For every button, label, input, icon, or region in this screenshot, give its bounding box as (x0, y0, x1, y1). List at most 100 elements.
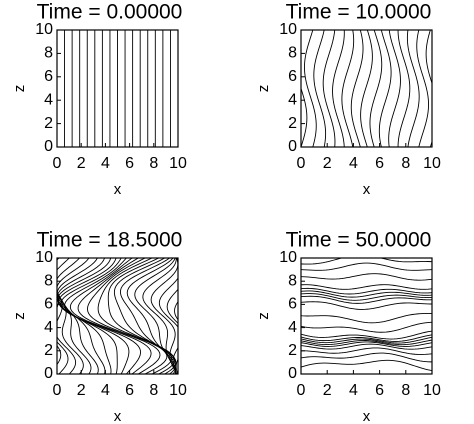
y-tick-label: 4 (44, 91, 53, 108)
contour-line (406, 30, 420, 147)
x-tick-label: 4 (349, 155, 358, 172)
x-tick-label: 10 (423, 382, 441, 399)
contour-line (397, 30, 411, 147)
contour-line (57, 258, 92, 374)
contour-line (301, 341, 432, 347)
contour-line (301, 262, 432, 271)
contour-line (350, 30, 364, 147)
x-tick-label: 0 (53, 382, 62, 399)
contour-line (301, 352, 432, 363)
x-axis-label: x (114, 181, 122, 198)
contour-line (425, 30, 432, 147)
contour-line (181, 258, 198, 374)
contour-line (69, 258, 152, 374)
contour-line (332, 30, 345, 147)
y-tick-label: 0 (288, 365, 297, 382)
contour-line (301, 295, 432, 304)
y-axis-label: z (11, 85, 28, 93)
y-tick-label: 10 (279, 249, 297, 266)
y-tick-label: 8 (44, 45, 53, 62)
contour-line (301, 330, 432, 340)
contour-line (77, 258, 161, 374)
x-axis-label: x (363, 181, 371, 198)
plot-frame (56, 257, 179, 375)
contour-line (126, 258, 177, 374)
contour-line (301, 347, 432, 355)
y-tick-label: 2 (44, 115, 53, 132)
x-tick-label: 4 (101, 382, 110, 399)
x-tick-label: 2 (77, 382, 86, 399)
y-tick-label: 10 (35, 249, 53, 266)
y-tick-label: 2 (44, 342, 53, 359)
y-tick-label: 10 (279, 21, 297, 38)
contour-line (388, 30, 401, 147)
contour-line (304, 30, 317, 147)
contour-line (301, 290, 432, 298)
contour-line (301, 334, 432, 342)
contour-line (301, 273, 432, 281)
panel-title: Time = 10.0000 (286, 1, 432, 24)
x-tick-label: 8 (401, 382, 410, 399)
contour-line (416, 30, 429, 147)
contour-line (301, 359, 432, 371)
x-tick-label: 8 (149, 155, 158, 172)
contour-line (166, 258, 178, 374)
x-tick-label: 6 (125, 382, 134, 399)
contour-line (60, 258, 130, 374)
contour-line (301, 287, 432, 295)
contour-line (97, 258, 173, 374)
y-tick-label: 6 (44, 68, 53, 85)
contours (57, 30, 178, 147)
contour-line (64, 258, 141, 374)
y-tick-label: 4 (288, 91, 297, 108)
x-tick-label: 10 (169, 155, 187, 172)
x-tick-label: 0 (297, 155, 306, 172)
y-tick-label: 0 (288, 138, 297, 155)
x-tick-label: 2 (77, 155, 86, 172)
x-tick-label: 8 (149, 382, 158, 399)
x-tick-label: 6 (125, 155, 134, 172)
y-tick-label: 10 (35, 21, 53, 38)
contour-line (57, 258, 77, 374)
contour-line (113, 258, 177, 374)
contour-line (301, 321, 432, 333)
contour-line (369, 30, 383, 147)
contours (57, 258, 198, 374)
x-tick-label: 10 (423, 155, 441, 172)
contour-line (57, 345, 62, 366)
x-tick-label: 2 (323, 155, 332, 172)
plot-frame (300, 29, 433, 148)
x-tick-label: 0 (53, 155, 62, 172)
y-tick-label: 0 (44, 365, 53, 382)
plot-frame (56, 29, 179, 148)
contour-line (313, 30, 327, 147)
x-tick-label: 10 (169, 382, 187, 399)
contour-line (301, 30, 308, 147)
contour-line (134, 258, 177, 374)
x-tick-label: 2 (323, 382, 332, 399)
y-tick-label: 8 (288, 272, 297, 289)
contour-line (301, 284, 432, 290)
y-tick-label: 6 (288, 68, 297, 85)
x-tick-label: 0 (297, 382, 306, 399)
contour-line (57, 258, 69, 374)
y-axis-label: z (255, 312, 272, 320)
x-tick-label: 4 (349, 382, 358, 399)
y-axis-label: z (255, 85, 272, 93)
contour-line (142, 258, 177, 374)
contour-line (341, 30, 355, 147)
contour-line (174, 300, 178, 321)
contour-line (360, 30, 373, 147)
x-axis-label: x (363, 408, 371, 424)
contour-line (150, 258, 178, 374)
contour-line (301, 343, 432, 350)
contour-line (322, 30, 336, 147)
y-tick-label: 6 (288, 296, 297, 313)
contour-line (301, 339, 432, 346)
panel-title: Time = 0.00000 (37, 1, 183, 24)
contour-line (57, 258, 84, 374)
y-tick-label: 2 (288, 115, 297, 132)
